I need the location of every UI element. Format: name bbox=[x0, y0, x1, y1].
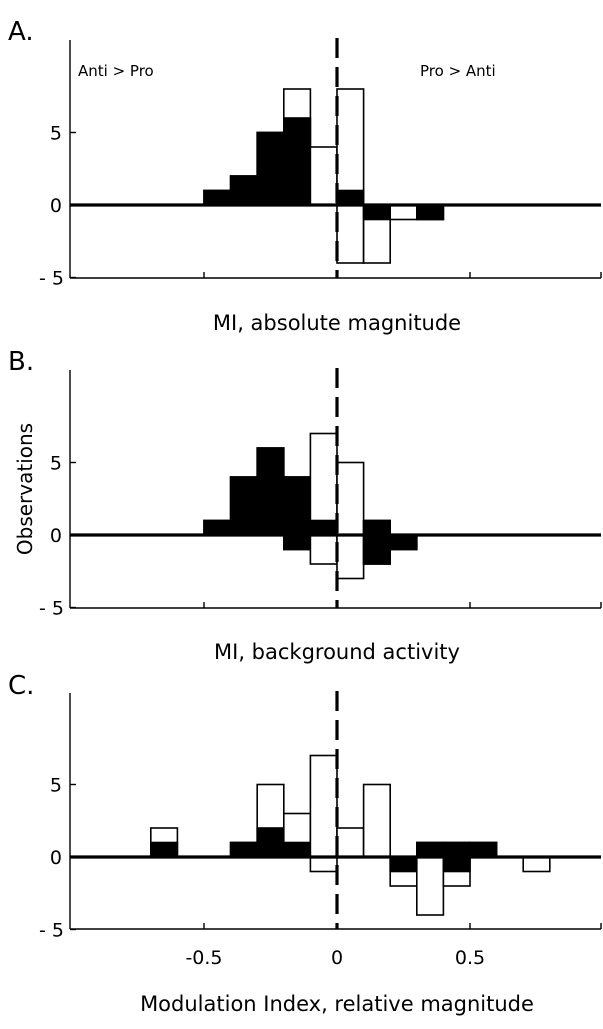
bar-positive-open bbox=[336, 88, 365, 206]
y-tick-label: 0 bbox=[50, 195, 62, 217]
bar-positive-filled bbox=[282, 476, 312, 536]
bar-positive-filled bbox=[469, 841, 498, 858]
bar-negative-open bbox=[309, 856, 338, 873]
panel-letter: C. bbox=[8, 671, 34, 701]
bar-positive-filled bbox=[256, 447, 285, 536]
bar-positive-filled bbox=[362, 519, 392, 536]
y-tick-label: 5 bbox=[50, 123, 62, 145]
bar-positive-filled bbox=[336, 189, 365, 206]
bar-positive-filled bbox=[229, 175, 259, 206]
bar-positive-filled bbox=[256, 827, 285, 858]
bar-positive-filled bbox=[203, 189, 232, 206]
bar-positive-filled bbox=[442, 841, 471, 858]
bar-positive-filled bbox=[282, 117, 312, 206]
y-tick-label: - 5 bbox=[39, 268, 64, 290]
bar-positive-filled bbox=[229, 476, 259, 536]
bar-positive-filled bbox=[309, 519, 338, 536]
bar-positive-filled bbox=[415, 841, 445, 858]
panel-b: B. 5 0 - 5 MI, background activity Observatio… bbox=[8, 347, 602, 664]
bar-negative-open bbox=[336, 204, 365, 264]
panel-letter: A. bbox=[8, 17, 34, 47]
y-axis-label: Observations bbox=[13, 423, 37, 555]
bar-positive-filled bbox=[282, 841, 312, 858]
bar-negative-open bbox=[415, 856, 445, 916]
panel-title: MI, absolute magnitude bbox=[213, 311, 461, 335]
bar-negative-filled bbox=[362, 204, 392, 221]
bar-negative-open bbox=[309, 534, 338, 565]
x-tick-label: -0.5 bbox=[185, 947, 222, 969]
bar-positive-open bbox=[309, 754, 338, 858]
bar-positive-filled bbox=[203, 519, 232, 536]
bar-positive-filled bbox=[229, 841, 259, 858]
bar-positive-open bbox=[362, 783, 392, 858]
y-tick-label: 0 bbox=[50, 525, 62, 547]
bar-negative-open bbox=[522, 856, 551, 873]
bar-positive-open bbox=[336, 827, 365, 858]
panel-c: C. -0.5 0 0.5 5 0 - 5 Modulation Index, relativ… bbox=[8, 671, 602, 1016]
panel-title: Modulation Index, relative magnitude bbox=[140, 992, 534, 1016]
panel-letter: B. bbox=[8, 347, 34, 377]
panel-title: MI, background activity bbox=[214, 640, 460, 664]
y-tick-label: - 5 bbox=[39, 920, 64, 942]
bar-negative-open bbox=[389, 204, 418, 221]
panel-a: A. Anti > Pro Pro > Anti 5 0 - 5 MI, absolute … bbox=[8, 17, 602, 335]
bars bbox=[203, 88, 445, 264]
y-tick-label: 0 bbox=[50, 847, 62, 869]
y-tick-label: 5 bbox=[50, 775, 62, 797]
bars bbox=[150, 754, 551, 916]
x-tick-label: 0 bbox=[331, 947, 343, 969]
y-tick-label: - 5 bbox=[39, 598, 64, 620]
bar-positive-open bbox=[309, 146, 338, 206]
y-tick-label: 5 bbox=[50, 453, 62, 475]
bar-positive-filled bbox=[256, 131, 285, 206]
bar-negative-open bbox=[336, 534, 365, 580]
bar-negative-filled bbox=[415, 204, 445, 221]
region-label-right: Pro > Anti bbox=[420, 62, 496, 80]
bars bbox=[203, 432, 418, 580]
bar-negative-filled bbox=[442, 856, 471, 873]
x-tick-label: 0.5 bbox=[455, 947, 485, 969]
bar-negative-filled bbox=[362, 534, 392, 565]
region-label-left: Anti > Pro bbox=[78, 62, 154, 80]
bar-negative-filled bbox=[282, 534, 312, 551]
bar-negative-filled bbox=[389, 534, 418, 551]
bar-positive-open bbox=[336, 461, 365, 536]
bar-negative-filled bbox=[389, 856, 418, 873]
bar-positive-filled bbox=[150, 841, 179, 858]
